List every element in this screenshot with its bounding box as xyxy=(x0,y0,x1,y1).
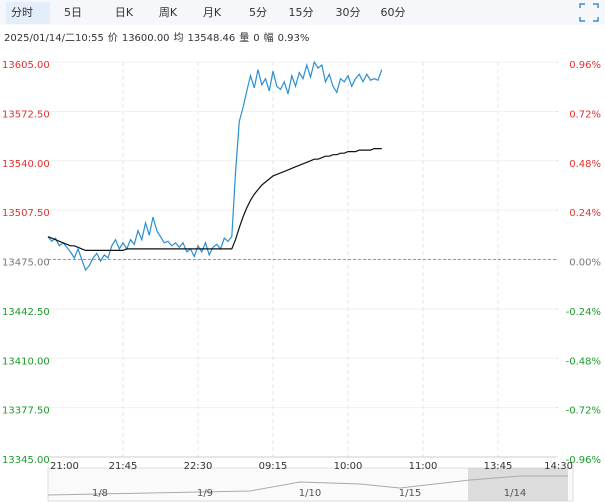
tab[interactable]: 周K xyxy=(159,6,178,19)
y-tick-label: 13605.00 xyxy=(2,60,50,71)
navigator-label: 1/14 xyxy=(504,488,526,499)
navigator-window[interactable] xyxy=(468,468,568,501)
info-text: 13600.00 xyxy=(122,33,170,44)
y2-tick-label: 0.00% xyxy=(569,258,601,269)
y2-tick-label: 0.24% xyxy=(569,208,601,219)
x-tick-label: 21:45 xyxy=(109,461,138,472)
info-text: 量 xyxy=(239,32,249,44)
y-tick-label: 13475.00 xyxy=(2,258,50,269)
info-text: 0.93% xyxy=(278,33,310,44)
expand-icon[interactable] xyxy=(579,3,599,22)
tab[interactable]: 日K xyxy=(115,6,134,19)
y2-tick-label: 0.96% xyxy=(569,60,601,71)
tab-selected-bg xyxy=(6,2,50,24)
info-text: 幅 xyxy=(264,31,274,44)
info-text: 13548.46 xyxy=(188,33,236,44)
x-tick-label: 13:45 xyxy=(484,461,513,472)
navigator-label: 1/10 xyxy=(299,488,321,499)
navigator-label: 1/15 xyxy=(399,488,421,499)
tab[interactable]: 5分 xyxy=(249,6,267,19)
info-text: 0 xyxy=(253,33,259,44)
tab[interactable]: 分时 xyxy=(11,6,33,19)
tab[interactable]: 月K xyxy=(203,6,222,19)
y2-tick-label: -0.24% xyxy=(566,307,601,318)
y2-tick-label: -0.48% xyxy=(566,356,601,367)
y2-tick-label: -0.96% xyxy=(566,455,601,466)
price-line xyxy=(47,148,382,251)
x-tick-label: 22:30 xyxy=(184,461,213,472)
navigator-label: 1/9 xyxy=(197,488,213,499)
y-tick-label: 13410.00 xyxy=(2,356,50,367)
y-tick-label: 13377.50 xyxy=(2,406,50,417)
y-tick-label: 13540.00 xyxy=(2,159,50,170)
info-text: 2025/01/14/二10:55 xyxy=(4,33,104,44)
y2-tick-label: 0.72% xyxy=(569,109,601,120)
x-tick-label: 10:00 xyxy=(334,461,363,472)
y2-tick-label: -0.72% xyxy=(566,406,601,417)
y-tick-label: 13507.50 xyxy=(2,208,50,219)
y2-tick-label: 0.48% xyxy=(569,159,601,170)
y-tick-label: 13345.00 xyxy=(2,455,50,466)
y-tick-label: 13442.50 xyxy=(2,307,50,318)
tab[interactable]: 5日 xyxy=(64,6,82,19)
navigator-trace xyxy=(47,475,568,496)
tab[interactable]: 15分 xyxy=(289,6,314,19)
y-tick-label: 13572.50 xyxy=(2,109,50,120)
tab[interactable]: 30分 xyxy=(336,6,361,19)
x-tick-label: 09:15 xyxy=(259,461,288,472)
tab[interactable]: 60分 xyxy=(381,6,406,19)
info-text: 价 xyxy=(108,32,118,44)
navigator-label: 1/8 xyxy=(92,488,108,499)
info-text: 均 xyxy=(174,32,184,44)
tab-bar xyxy=(0,0,605,25)
x-tick-label: 21:00 xyxy=(50,461,79,472)
x-tick-label: 14:30 xyxy=(544,461,573,472)
x-tick-label: 11:00 xyxy=(409,461,438,472)
price-line xyxy=(47,60,383,272)
